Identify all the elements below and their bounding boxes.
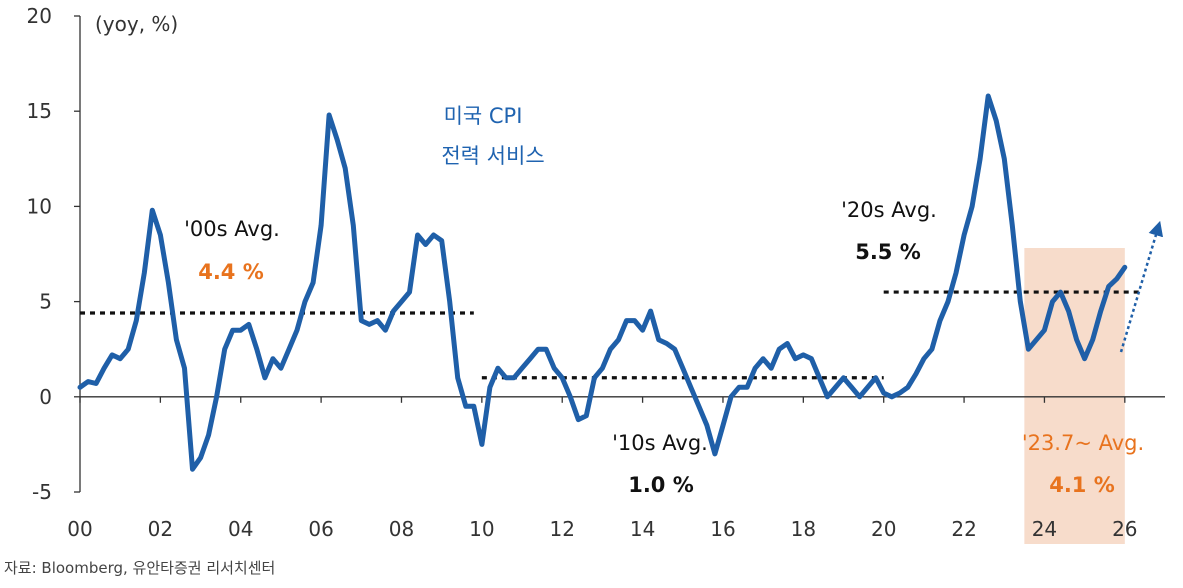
y-tick-label: 0 (39, 385, 52, 409)
series-title-line2: 전력 서비스 (441, 144, 544, 168)
x-tick-label: 14 (630, 517, 655, 541)
avg-10s-value: 1.0 % (628, 473, 694, 497)
x-tick-label: 22 (951, 517, 976, 541)
average-lines (80, 290, 1141, 380)
x-tick-label: 08 (389, 517, 414, 541)
y-tick-label: 5 (39, 290, 52, 314)
x-tick-label: 02 (148, 517, 173, 541)
chart: 20 15 10 5 0 -5 00 02 04 06 08 10 12 14 16 18 20 22 24 26 (… (27, 4, 1165, 544)
avg-recent-value: 4.1 % (1049, 473, 1115, 497)
trend-arrow-icon (1119, 220, 1164, 353)
unit-label: (yoy, %) (95, 12, 178, 36)
x-tick-label: 26 (1112, 517, 1137, 541)
x-tick-label: 12 (549, 517, 574, 541)
series-title-line1: 미국 CPI (444, 104, 523, 128)
highlight-region (1024, 248, 1125, 544)
axes: 20 15 10 5 0 -5 00 02 04 06 08 10 12 14 16 18 20 22 24 26 (27, 4, 1165, 541)
avg-00s-label: '00s Avg. (184, 217, 280, 241)
x-tick-label: 10 (469, 517, 494, 541)
x-tick-label: 06 (308, 517, 333, 541)
x-tick-label: 04 (228, 517, 253, 541)
x-tick-label: 18 (791, 517, 816, 541)
y-tick-label: 10 (27, 194, 52, 218)
series-line-0 (77, 93, 1128, 472)
avg-recent-label: '23.7~ Avg. (1022, 431, 1144, 455)
source-note: 자료: Bloomberg, 유안타증권 리서치센터 (4, 559, 276, 577)
x-tick-label: 20 (871, 517, 896, 541)
arrow-shaft (1119, 220, 1164, 353)
avg-10s-label: '10s Avg. (612, 431, 708, 455)
avg-00s-value: 4.4 % (198, 260, 264, 284)
x-tick-label: 24 (1032, 517, 1057, 541)
avg-20s-label: '20s Avg. (841, 198, 937, 222)
x-tick-label: 00 (67, 517, 92, 541)
y-tick-label: 15 (27, 99, 52, 123)
y-tick-label: 20 (27, 4, 52, 28)
series-line (77, 93, 1128, 472)
y-tick-label: -5 (32, 480, 52, 504)
x-tick-label: 16 (710, 517, 735, 541)
avg-20s-value: 5.5 % (855, 240, 921, 264)
